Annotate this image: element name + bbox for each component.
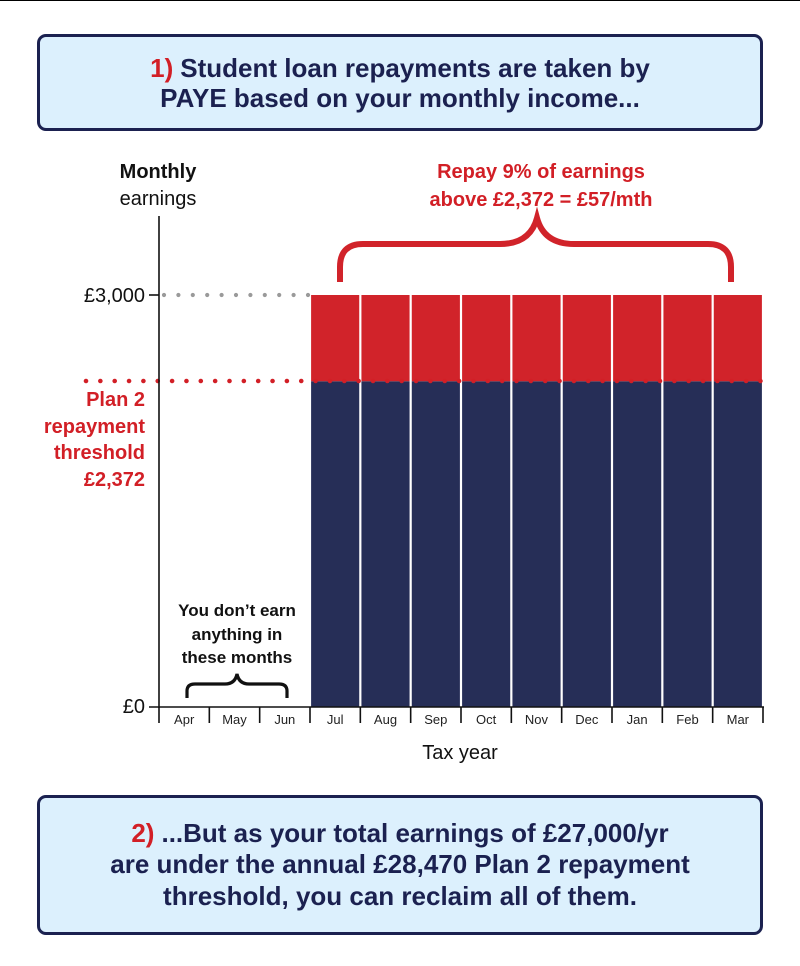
- repay-brace-icon: [337, 206, 734, 282]
- threshold-label: Plan 2 repayment threshold £2,372: [5, 387, 145, 493]
- bar-segment-below-threshold: [361, 381, 410, 707]
- x-tick-label-feb: Feb: [676, 712, 699, 727]
- threshold-label-line: threshold: [53, 442, 145, 464]
- bar-segment-repayable: [462, 295, 511, 382]
- x-tick-label-jan: Jan: [626, 712, 648, 727]
- callout-step-2-line-3: threshold, you can reclaim all of them.: [163, 880, 637, 911]
- callout-step-1: 1) Student loan repayments are taken by P…: [37, 34, 763, 131]
- bar-segment-below-threshold: [311, 381, 360, 707]
- bar-segment-below-threshold: [562, 381, 611, 707]
- bar-segment-below-threshold: [462, 381, 511, 707]
- x-ticks: [158, 707, 764, 723]
- no-earnings-brace-icon: [185, 673, 289, 698]
- threshold-label-line: £2,372: [83, 468, 145, 491]
- threshold-label-line: Plan 2: [86, 389, 145, 411]
- x-tick-label-mar: Mar: [726, 712, 750, 727]
- x-tick-label-aug: Aug: [373, 712, 398, 727]
- repay-annotation-line: Repay 9% of earnings: [437, 161, 645, 183]
- x-tick-label-oct: Oct: [476, 712, 497, 727]
- y-tick-label-0: £0: [122, 696, 145, 718]
- x-tick-label-dec: Dec: [575, 712, 599, 727]
- callout-text: ...But as your total earnings of £27,000…: [161, 817, 669, 848]
- callout-step-2-line-2: are under the annual £28,470 Plan 2 repa…: [110, 849, 690, 880]
- x-tick-label-apr: Apr: [174, 712, 195, 727]
- bar-segment-repayable: [411, 295, 460, 382]
- callout-step-1-line-2: PAYE based on your monthly income...: [160, 82, 640, 113]
- bar-segment-repayable: [512, 295, 561, 382]
- x-tick-label-may: May: [222, 712, 247, 727]
- x-tick-label-jun: Jun: [274, 712, 296, 727]
- bar-segment-below-threshold: [411, 381, 460, 707]
- step-number: 2): [131, 817, 155, 848]
- y-axis-title-bold: Monthly: [119, 161, 197, 183]
- x-tick-label-sep: Sep: [424, 712, 448, 727]
- repay-annotation: Repay 9% of earnings above £2,372 = £57/…: [381, 158, 701, 214]
- x-tick-label-jul: Jul: [326, 712, 344, 727]
- bar-group: [311, 295, 762, 707]
- bar-segment-repayable: [663, 295, 712, 382]
- bar-segment-below-threshold: [613, 381, 662, 707]
- callout-text: Student loan repayments are taken by: [180, 52, 650, 83]
- bar-segment-repayable: [562, 295, 611, 382]
- threshold-label-line: repayment: [43, 415, 145, 438]
- no-earnings-line: You don’t earn: [178, 601, 296, 620]
- step-number: 1): [150, 52, 174, 83]
- callout-step-2: 2) ...But as your total earnings of £27,0…: [37, 795, 763, 935]
- bar-segment-repayable: [361, 295, 410, 382]
- callout-step-1-line-1: 1) Student loan repayments are taken by: [150, 53, 650, 83]
- no-earnings-annotation: You don’t earn anything in these months: [157, 599, 317, 670]
- repay-annotation-line: above £2,372 = £57/mth: [429, 189, 653, 211]
- x-axis-title: Tax year: [422, 742, 498, 764]
- x-tick-label-nov: Nov: [524, 712, 549, 727]
- bar-segment-repayable: [713, 295, 762, 382]
- no-earnings-line: anything in: [191, 624, 283, 644]
- y-axis-title: Monthly earnings: [88, 160, 228, 211]
- callout-step-2-line-1: 2) ...But as your total earnings of £27,0…: [131, 818, 668, 850]
- bar-segment-below-threshold: [713, 381, 762, 707]
- bar-segment-repayable: [613, 295, 662, 382]
- y-axis-title-regular: earnings: [119, 188, 197, 210]
- bar-segment-repayable: [311, 295, 360, 382]
- bar-segment-below-threshold: [663, 381, 712, 707]
- bar-segment-below-threshold: [512, 381, 561, 707]
- y-tick-label-3000: £3,000: [83, 285, 145, 307]
- no-earnings-line: these months: [181, 648, 293, 667]
